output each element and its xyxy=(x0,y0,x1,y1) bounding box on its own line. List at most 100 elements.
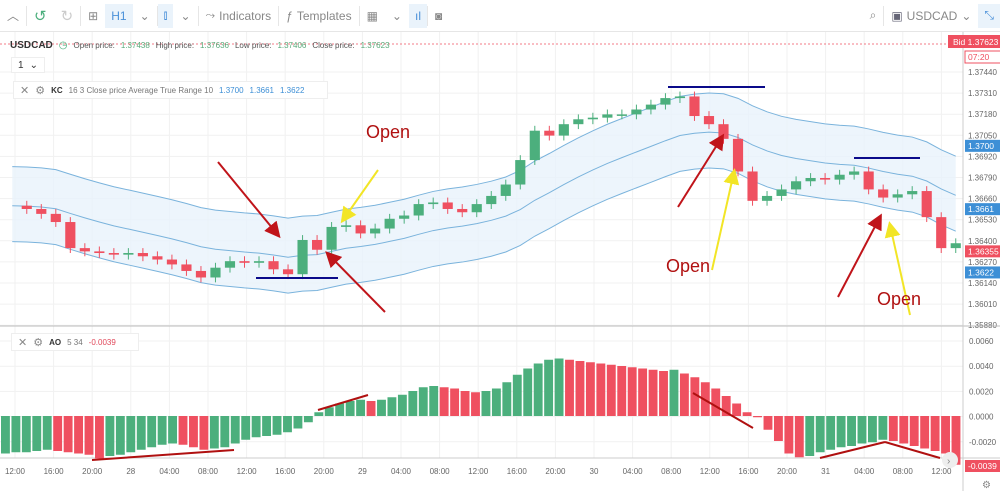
redo-icon[interactable]: ↻ xyxy=(60,7,74,25)
calendar-icon[interactable]: ▦ xyxy=(366,8,378,23)
ao-bar xyxy=(136,416,146,450)
time-tick-label: 30 xyxy=(590,467,599,476)
candle xyxy=(50,213,61,223)
scroll-right-button[interactable] xyxy=(942,452,958,468)
time-tick-label: 20:00 xyxy=(314,467,335,476)
red-arrow xyxy=(217,161,281,239)
chevron-down-icon[interactable]: ⌄ xyxy=(180,8,191,23)
save-icon: ▣ xyxy=(891,8,903,23)
add-chart-icon[interactable]: ⊞ xyxy=(88,8,99,23)
candle xyxy=(282,269,294,275)
kc-lower-label-bg xyxy=(965,266,1000,279)
candle xyxy=(631,109,642,115)
ao-bar xyxy=(303,416,313,423)
candle xyxy=(515,160,526,185)
candle xyxy=(253,261,265,263)
ao-bar xyxy=(1,416,10,454)
close-icon[interactable]: ✕ xyxy=(18,336,28,349)
ao-bar xyxy=(32,416,42,451)
fullscreen-icon[interactable]: ⤡ xyxy=(978,3,1000,28)
ao-bar xyxy=(544,359,554,416)
candle xyxy=(181,264,192,271)
ao-bar xyxy=(878,416,888,440)
indicators-button[interactable]: ⤳ Indicators xyxy=(205,8,272,23)
candle xyxy=(907,191,918,195)
close-icon[interactable]: ✕ xyxy=(20,84,30,97)
chevron-down-icon[interactable]: ⌄ xyxy=(391,8,402,23)
ao-bar xyxy=(272,416,282,435)
candle xyxy=(195,270,207,278)
kc-middle-label-bg xyxy=(965,203,1000,216)
ao-bar xyxy=(930,416,940,451)
symbol-button[interactable]: ▣ USDCAD ⌄ xyxy=(891,8,972,23)
ao-bar xyxy=(115,416,125,455)
candle xyxy=(500,184,511,196)
ao-bar xyxy=(168,416,178,444)
ao-bar xyxy=(189,416,198,448)
ao-bar xyxy=(356,399,366,416)
layout-select[interactable]: 1 ⌄ xyxy=(11,57,45,73)
time-tick-label: 12:00 xyxy=(468,467,489,476)
collapse-icon[interactable]: ︿ xyxy=(7,9,20,23)
time-tick-label: 08:00 xyxy=(661,467,682,476)
time-tick-label: 12:00 xyxy=(5,467,26,476)
ao-tick-label: 0.0020 xyxy=(969,387,994,396)
bar-chart-icon[interactable]: ıl xyxy=(408,3,427,28)
ao-bar xyxy=(84,416,94,455)
time-tick-label: 16:00 xyxy=(44,467,65,476)
candle xyxy=(645,104,657,110)
ao-bar xyxy=(105,416,115,456)
gear-icon[interactable]: ⚙ xyxy=(33,336,44,349)
chart-canvas[interactable]: 1.37440 1.37310 1.37180 1.37050 1.36920 1.367… xyxy=(0,32,1000,491)
ao-last-label: -0.0039 xyxy=(968,461,997,471)
candle xyxy=(616,114,627,116)
candle xyxy=(558,124,569,136)
ao-tick-label: 0.0060 xyxy=(969,337,994,346)
ao-bar xyxy=(230,416,240,444)
candle xyxy=(311,239,323,250)
annotation-open: Open xyxy=(366,122,410,142)
ao-bar xyxy=(679,373,689,416)
candles-icon[interactable]: ⫾ xyxy=(157,3,174,28)
ao-bar xyxy=(63,416,73,453)
camera-icon[interactable]: ◙ xyxy=(434,8,443,23)
kc-lower-label: 1.3622 xyxy=(968,267,994,277)
gear-icon[interactable]: ⚙ xyxy=(35,84,46,97)
ao-bar xyxy=(251,416,261,438)
candle xyxy=(268,261,279,270)
kc-upper-label: 1.3700 xyxy=(968,141,994,151)
ao-bar xyxy=(638,368,648,416)
chevron-down-icon[interactable]: ⌄ xyxy=(139,8,150,23)
ao-bar xyxy=(920,416,930,449)
ao-bar xyxy=(293,416,303,429)
candle xyxy=(21,205,32,209)
ao-bar xyxy=(512,374,522,416)
candle xyxy=(384,218,395,229)
ao-bar xyxy=(826,416,836,450)
ao-bar xyxy=(554,358,564,416)
candle xyxy=(776,189,787,196)
ao-bar xyxy=(408,391,418,416)
candle xyxy=(834,174,845,180)
ao-tick-label: 0.0000 xyxy=(969,413,994,422)
candle xyxy=(210,267,221,278)
ao-bar xyxy=(283,416,292,433)
templates-button[interactable]: ƒ Templates xyxy=(286,8,352,23)
candle xyxy=(137,253,148,257)
candle xyxy=(747,171,758,201)
search-icon[interactable]: ⌕ xyxy=(869,8,877,22)
timeframe-button[interactable]: H1 xyxy=(105,3,133,28)
toolbar: ︿ ↺ ↻ ⊞ H1 ⌄ ⫾ ⌄ ⤳ Indicators ƒ Templates … xyxy=(0,0,1000,32)
candle xyxy=(544,130,555,136)
ao-legend: ✕ ⚙ AO 5 34 -0.0039 xyxy=(11,333,139,351)
ao-bar xyxy=(502,382,512,416)
candle xyxy=(805,178,816,182)
candle xyxy=(108,253,119,255)
undo-icon[interactable]: ↺ xyxy=(34,7,47,25)
time-tick-label: 08:00 xyxy=(198,467,219,476)
ao-bar xyxy=(178,416,188,445)
ao-bar xyxy=(836,416,846,448)
time-tick-label: 08:00 xyxy=(893,467,914,476)
ao-bar xyxy=(951,416,961,465)
candle xyxy=(936,217,947,249)
